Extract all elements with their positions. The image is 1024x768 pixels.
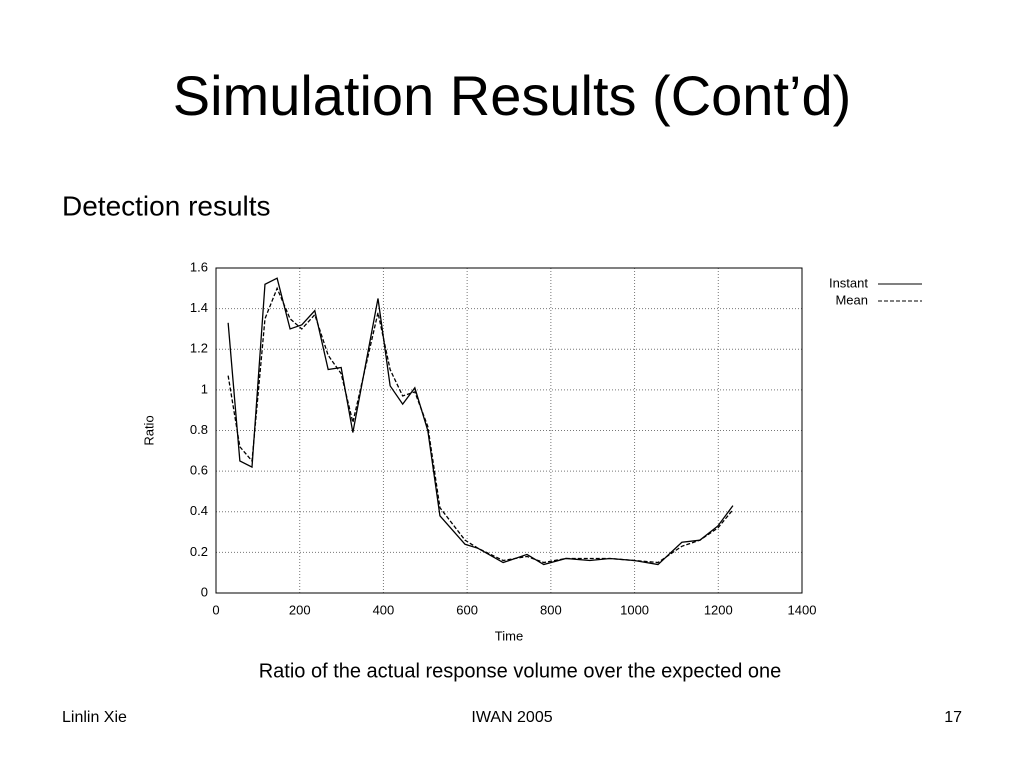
- y-tick-label: 1.2: [190, 341, 208, 356]
- x-tick-label: 200: [289, 602, 311, 617]
- bullet: Detection results: [62, 190, 271, 221]
- y-tick-label: 1.4: [190, 300, 208, 315]
- x-tick-label: 800: [540, 602, 562, 617]
- x-tick-label: 1000: [620, 602, 649, 617]
- y-tick-label: 0.8: [190, 422, 208, 437]
- y-axis-label: Ratio: [141, 415, 156, 445]
- x-tick-label: 400: [373, 602, 395, 617]
- x-tick-label: 1200: [704, 602, 733, 617]
- x-tick-label: 0: [212, 602, 219, 617]
- legend-label: Mean: [835, 292, 868, 307]
- legend-label: Instant: [829, 275, 868, 290]
- y-tick-label: 0: [201, 584, 208, 599]
- caption: Ratio of the actual response volume over…: [259, 660, 782, 682]
- y-tick-label: 1.6: [190, 259, 208, 274]
- footer-right: 17: [944, 709, 962, 726]
- y-tick-label: 0.4: [190, 503, 208, 518]
- line: [227, 277, 734, 566]
- y-tick-label: 0.6: [190, 463, 208, 478]
- x-axis-label: Time: [495, 628, 523, 643]
- x-tick-label: 1400: [788, 602, 817, 617]
- chart: 0 0.2 0.4 0.6 0.8 1 1.2 1.4 1.6 0 200 400 600 800 1000…: [141, 259, 922, 643]
- footer-left: Linlin Xie: [62, 709, 127, 726]
- line: [227, 286, 734, 564]
- x-tick-label: 600: [456, 602, 478, 617]
- footer-center: IWAN 2005: [471, 709, 552, 726]
- y-tick-label: 0.2: [190, 544, 208, 559]
- y-tick-label: 1: [201, 381, 208, 396]
- plot-frame: [215, 267, 803, 594]
- slide-title: Simulation Results (Cont’d): [173, 64, 851, 127]
